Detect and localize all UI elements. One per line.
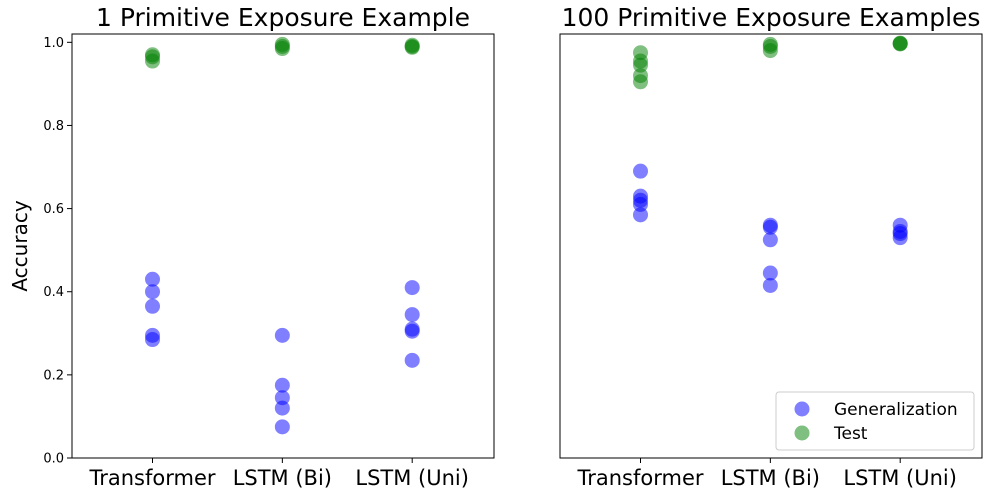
chart-title: 100 Primitive Exposure Examples [562,3,981,32]
data-point [145,332,161,348]
data-point [633,207,649,223]
legend: Generalization Test [775,391,975,451]
panel-right: 100 Primitive Exposure Examples Transform… [559,3,983,490]
series-generalization [145,271,420,435]
legend-marker [794,425,810,441]
data-point [404,280,420,296]
data-point [892,36,908,52]
data-point [274,41,290,57]
data-point [762,232,778,248]
x-tick-label: LSTM (Bi) [721,466,820,490]
y-tick-label: 0.4 [43,285,64,300]
data-point [633,74,649,90]
data-point [762,265,778,281]
data-point [274,390,290,406]
x-tick-label: LSTM (Bi) [233,466,332,490]
legend-marker [794,401,810,417]
legend-label: Test [833,424,868,444]
y-tick-label: 1.0 [43,36,64,51]
plot-frame [71,33,495,459]
data-point [145,284,161,300]
series-test [633,35,908,90]
data-point [274,377,290,393]
data-point [892,230,908,246]
data-point [762,43,778,59]
data-point [404,39,420,55]
panel-left: 1 Primitive Exposure Example Accuracy 0.0 0… [8,3,495,490]
data-point [762,219,778,235]
x-tick-label: LSTM (Uni) [843,466,957,490]
series-generalization [633,163,908,293]
legend-box [775,391,975,451]
x-tick-label: Transformer [576,466,703,490]
y-tick-label: 0.6 [43,202,64,217]
data-point [633,196,649,212]
data-point [274,419,290,435]
chart-title: 1 Primitive Exposure Example [96,3,470,32]
data-point [145,298,161,314]
data-point [274,327,290,343]
data-point [404,323,420,339]
data-point [762,277,778,293]
x-tick-label: Transformer [88,466,215,490]
data-point [145,53,161,69]
y-tick-label: 0.8 [43,119,64,134]
data-point [145,271,161,287]
x-tick-label: LSTM (Uni) [355,466,469,490]
data-point [404,307,420,323]
plot-frame [559,33,983,459]
data-point [633,163,649,179]
data-point [274,400,290,416]
legend-label: Generalization [834,400,958,420]
data-point [404,352,420,368]
data-point [633,57,649,73]
y-axis-label: Accuracy [8,200,32,291]
y-tick-label: 0.2 [43,368,64,383]
series-test [145,36,420,69]
y-tick-label: 0.0 [43,452,64,467]
